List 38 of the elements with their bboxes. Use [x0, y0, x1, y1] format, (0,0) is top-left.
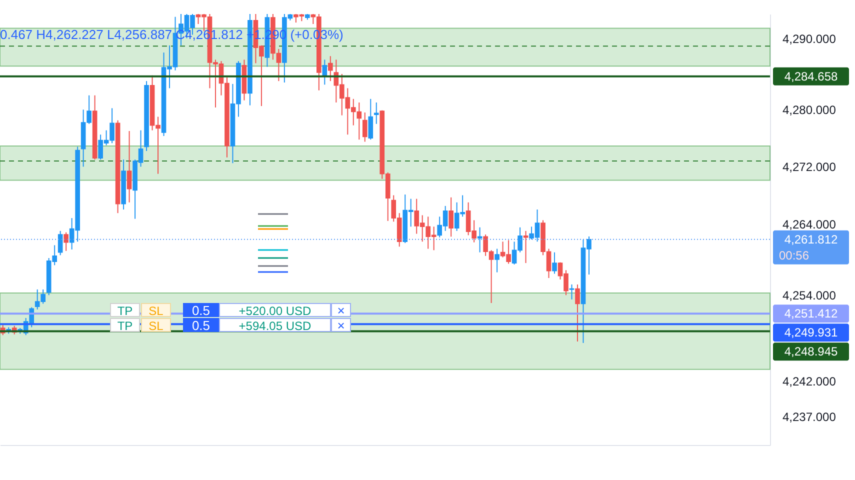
- candlestick: [477, 226, 482, 253]
- candlestick: [322, 59, 328, 86]
- ref-line-label: 4,284.658: [784, 69, 838, 84]
- annotation: TP: [110, 318, 140, 333]
- candlestick: [64, 232, 68, 252]
- candlestick: [126, 130, 132, 203]
- candlestick: [328, 56, 333, 82]
- candlestick: [494, 248, 500, 273]
- text: 00:56: [778, 248, 810, 262]
- y-tick-label: 4,254.000: [782, 288, 836, 303]
- candlestick: [374, 102, 379, 124]
- annotation: SL: [141, 318, 171, 333]
- y-tick-label: 4,290.000: [782, 32, 836, 46]
- ref-line-label: 4,248.945: [784, 344, 838, 359]
- candlestick: [362, 112, 368, 142]
- annotation: TP: [110, 303, 140, 318]
- y-tick-label: 4,242.000: [782, 374, 836, 388]
- annotation: SL: [141, 303, 171, 318]
- ref-line-label: 4,251.412: [784, 306, 838, 321]
- candlestick: [523, 230, 528, 264]
- candlestick: [552, 252, 557, 274]
- y-tick-label: 4,280.000: [782, 103, 836, 118]
- annotation: ×: [331, 318, 351, 333]
- candlestick: [58, 230, 63, 256]
- y-tick-label: 4,272.000: [782, 160, 836, 174]
- candlestick: [448, 196, 454, 238]
- candlestick: [575, 284, 580, 342]
- annotation: 0.5: [183, 303, 219, 318]
- ref-line-label: 4,261.812: [784, 232, 838, 246]
- annotation: ×: [331, 303, 351, 318]
- y-tick-label: 4,237.000: [782, 410, 836, 424]
- candlestick: [569, 284, 574, 300]
- y-tick-label: 4,264.000: [782, 217, 836, 232]
- ref-line-label: 4,249.931: [784, 326, 838, 340]
- annotation: 0.5: [183, 318, 219, 333]
- annotation: +520.00 USD: [219, 303, 331, 318]
- annotation: +594.05 USD: [219, 318, 331, 333]
- candlestick: [368, 98, 374, 140]
